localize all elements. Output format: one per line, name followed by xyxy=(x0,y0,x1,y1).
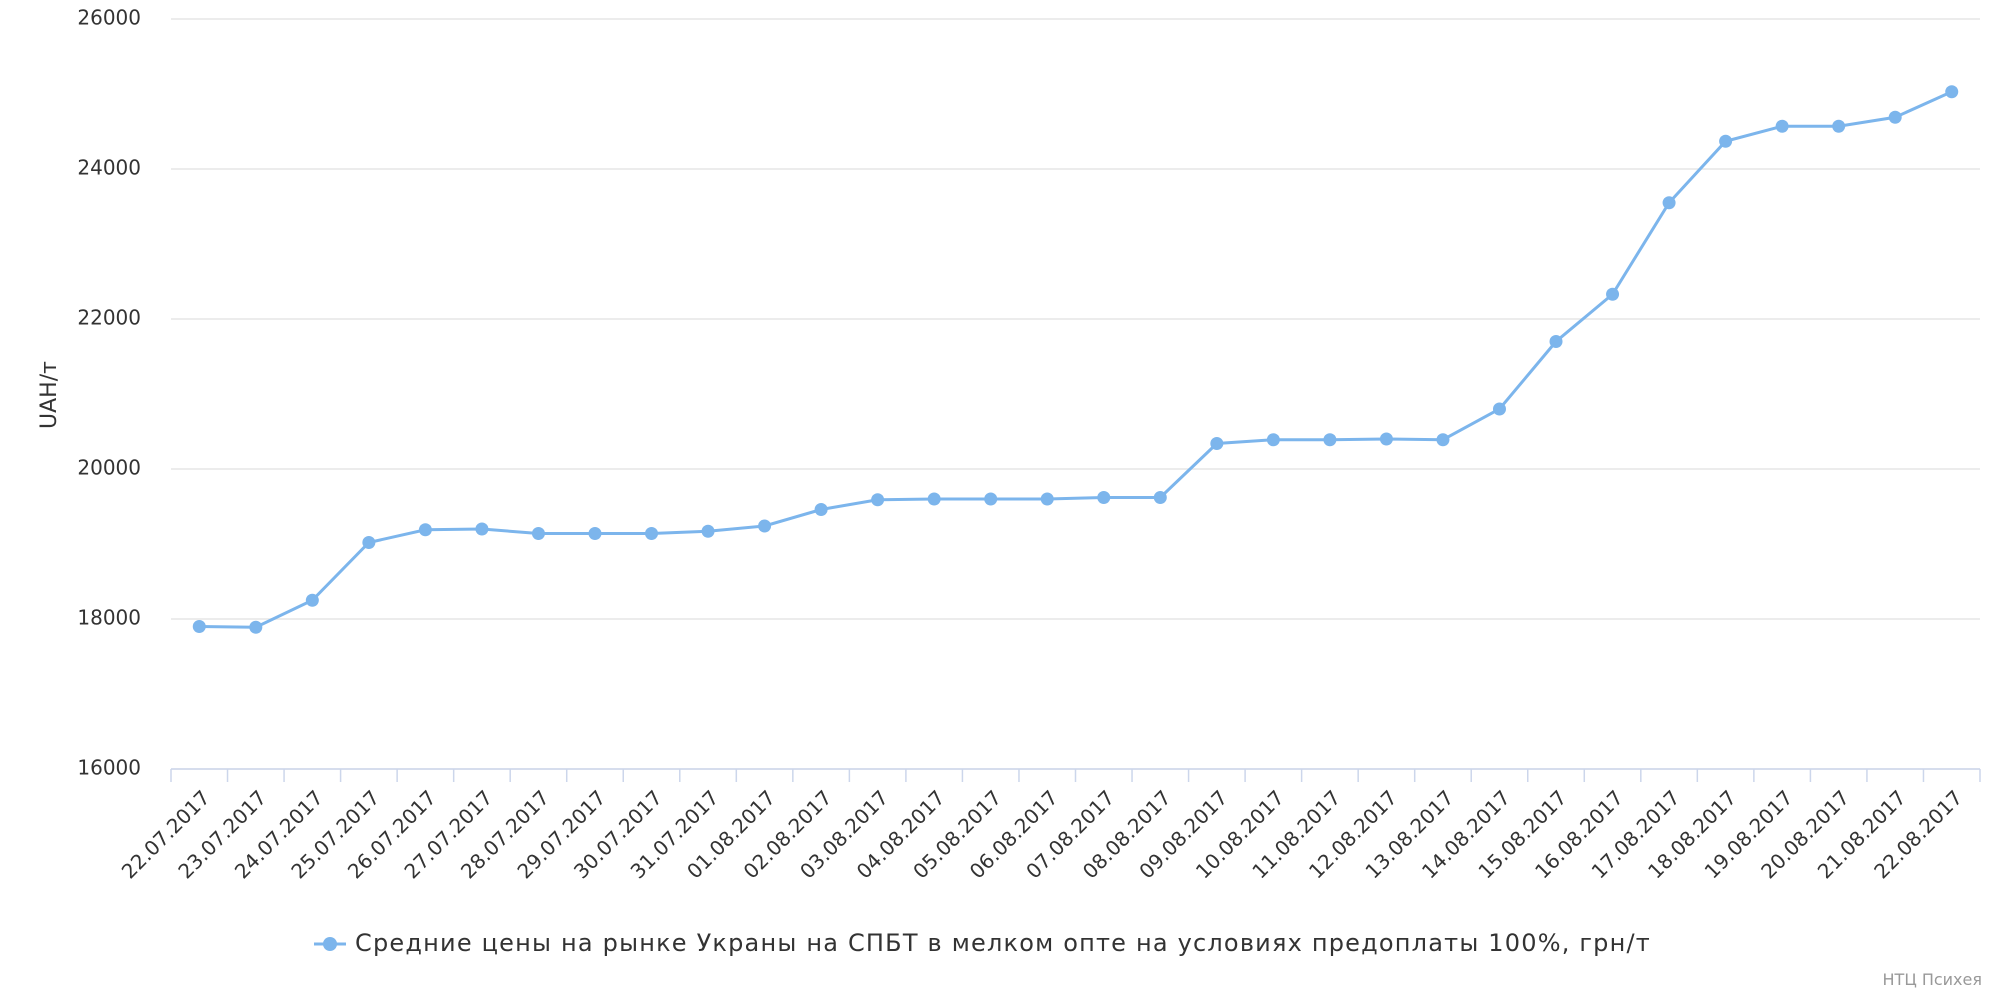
data-point xyxy=(1379,432,1393,446)
data-point xyxy=(1662,196,1676,210)
data-point xyxy=(418,523,432,537)
data-point xyxy=(588,527,602,540)
data-point xyxy=(1719,134,1733,148)
y-axis-title: UAH/т xyxy=(37,361,62,429)
data-point xyxy=(1492,402,1506,416)
data-point xyxy=(1549,335,1563,348)
data-point xyxy=(475,522,489,536)
data-point xyxy=(1097,491,1111,504)
data-point xyxy=(645,527,659,540)
y-tick-label: 18000 xyxy=(77,606,141,630)
legend-item: Средние цены на рынке Украны на СПБТ в м… xyxy=(314,929,1651,957)
data-point xyxy=(984,492,998,506)
data-point xyxy=(1775,119,1789,133)
y-tick-label: 26000 xyxy=(77,6,141,30)
data-point xyxy=(1606,287,1620,301)
data-point xyxy=(249,620,263,634)
data-point xyxy=(1040,492,1054,506)
series-line xyxy=(199,90,1953,629)
data-point xyxy=(1888,110,1902,124)
data-point xyxy=(192,620,206,633)
y-tick-label: 16000 xyxy=(77,756,141,780)
data-point xyxy=(1153,491,1167,504)
data-point xyxy=(362,536,376,549)
data-point xyxy=(871,493,885,507)
legend-symbol xyxy=(323,937,337,951)
data-point xyxy=(927,492,941,506)
data-point xyxy=(1323,433,1337,447)
data-point xyxy=(305,593,319,607)
data-point xyxy=(1266,433,1280,447)
data-point xyxy=(758,519,772,533)
data-point xyxy=(814,503,828,516)
y-tick-label: 24000 xyxy=(77,156,141,180)
data-point xyxy=(1832,119,1846,133)
data-point xyxy=(531,527,545,540)
y-tick-label: 20000 xyxy=(77,456,141,480)
data-point xyxy=(1436,433,1450,447)
y-tick-label: 22000 xyxy=(77,306,141,330)
legend-label: Средние цены на рынке Украны на СПБТ в м… xyxy=(355,929,1651,957)
credits: НТЦ Психея xyxy=(1883,970,1982,989)
data-point xyxy=(1210,437,1224,450)
data-point xyxy=(701,524,715,538)
data-point xyxy=(1945,85,1959,99)
